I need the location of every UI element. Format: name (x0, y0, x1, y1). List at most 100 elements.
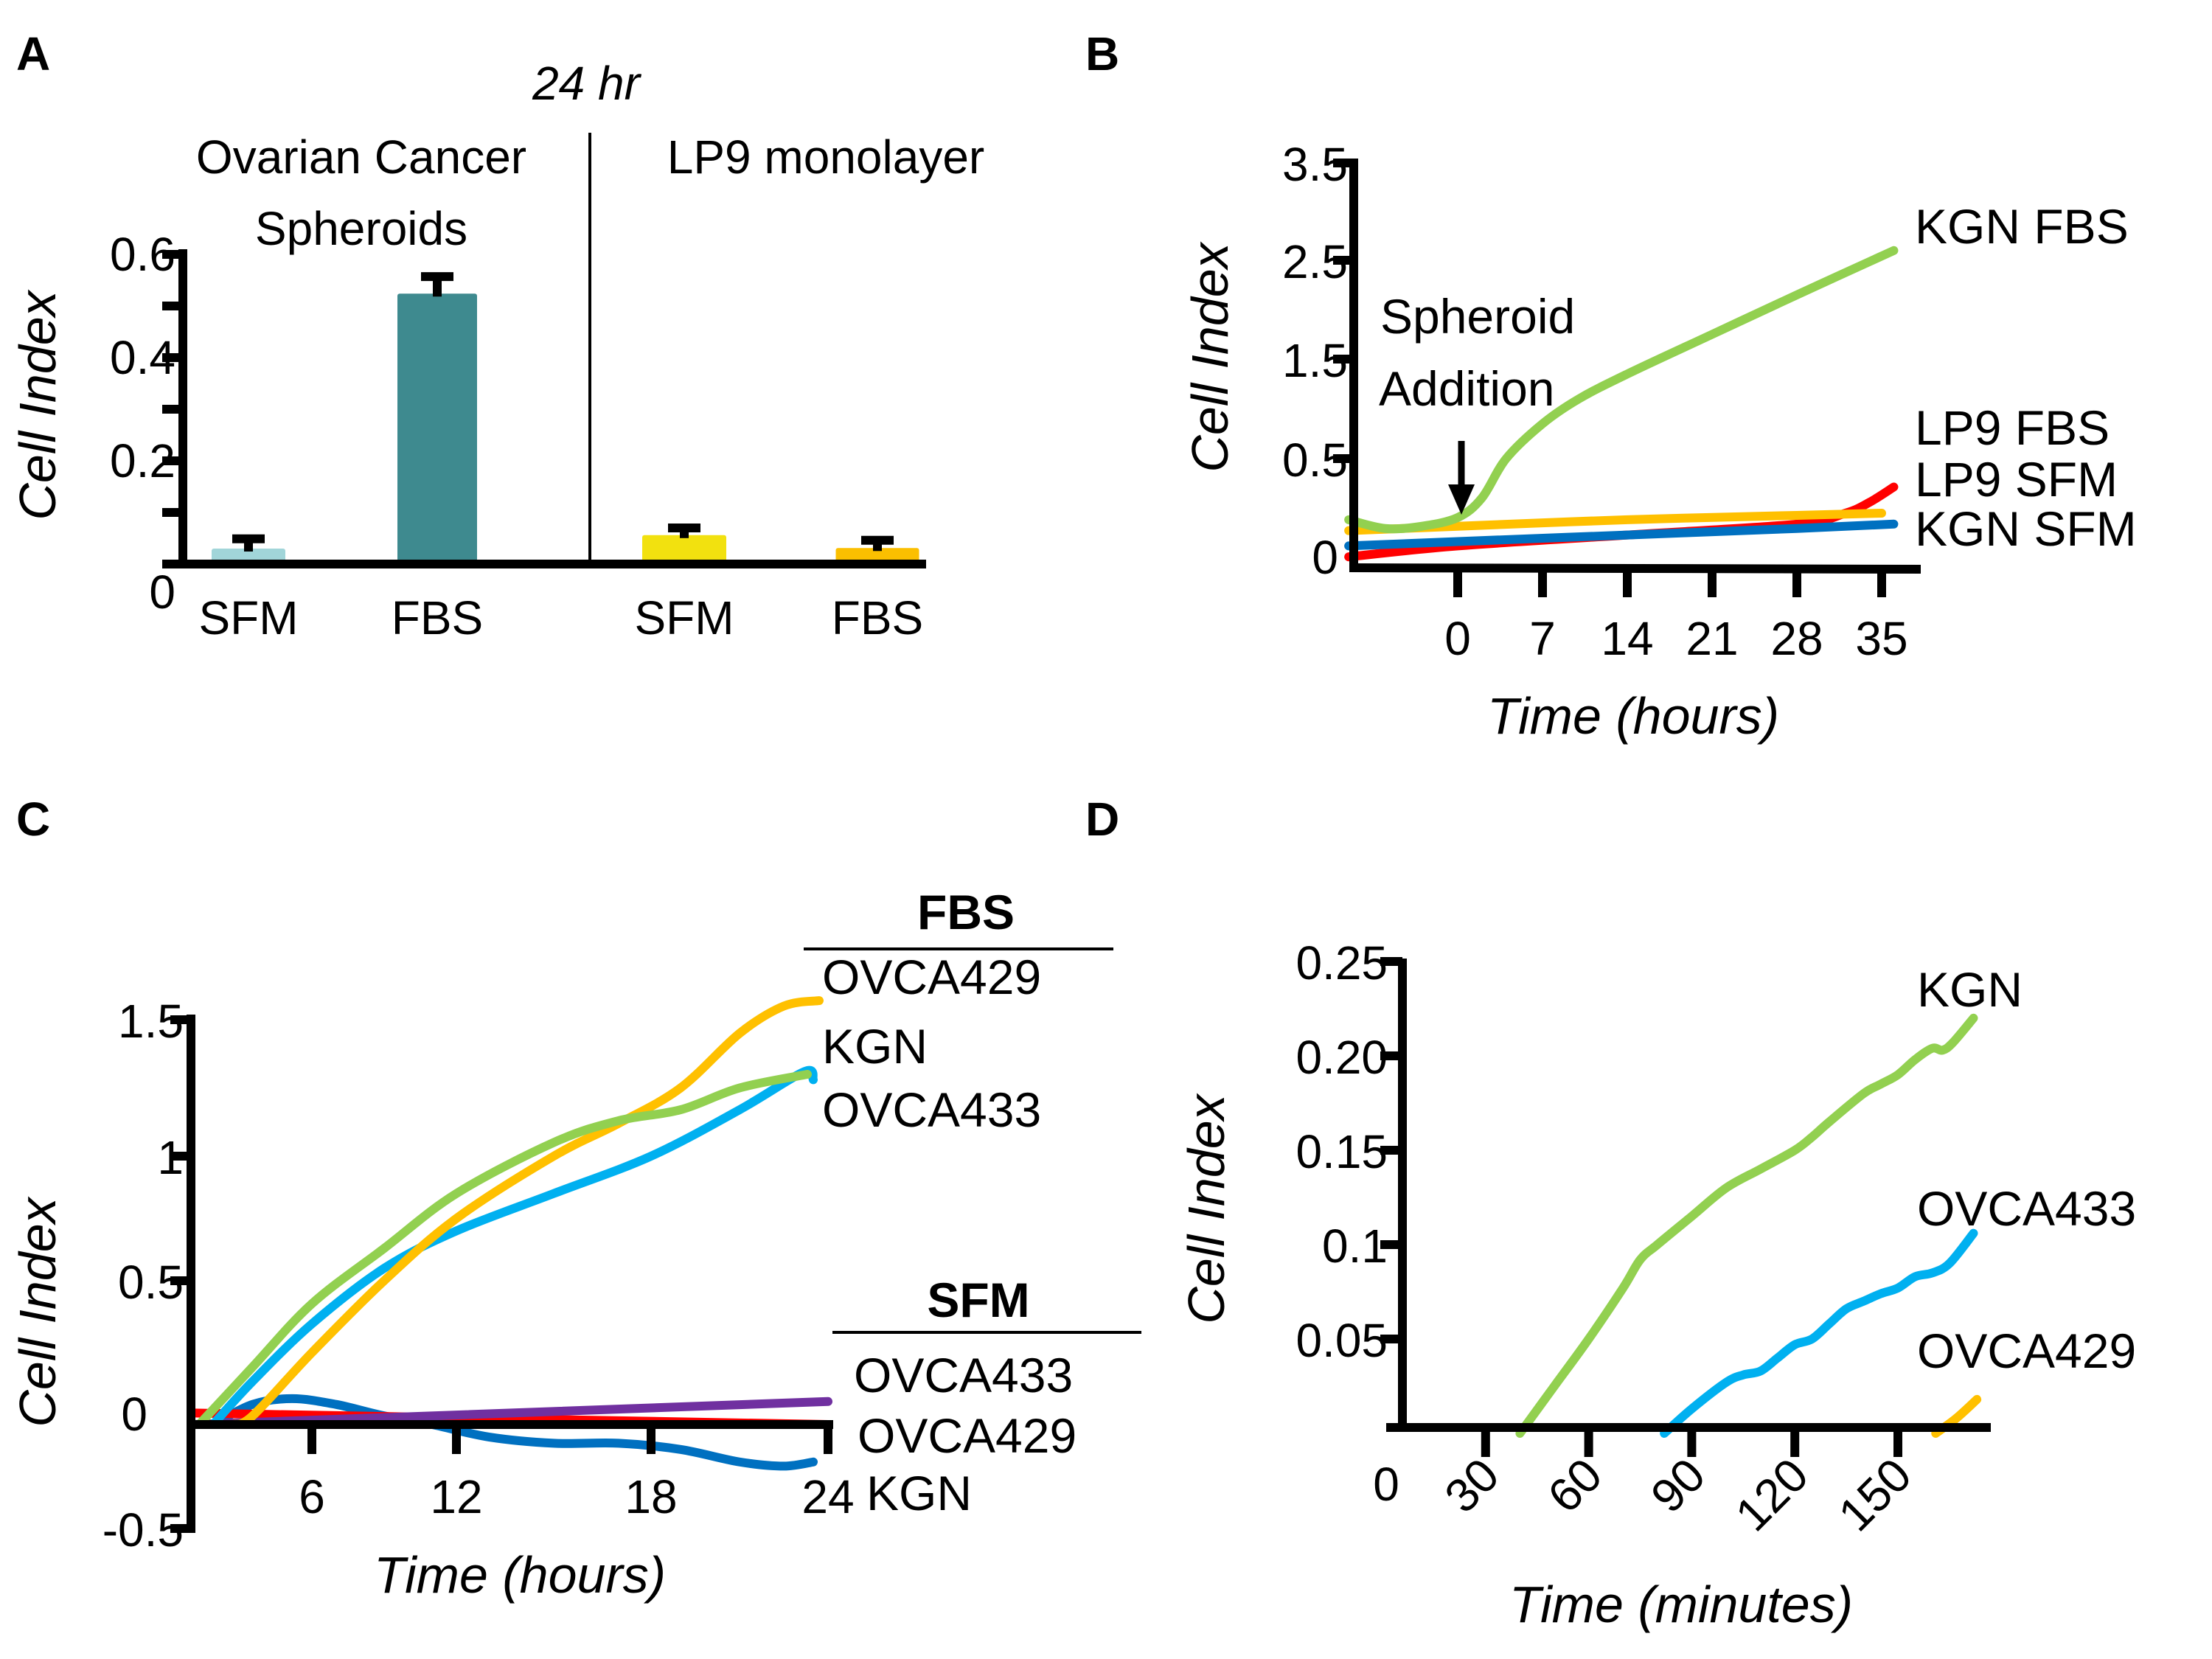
panel-d-x-origin-label: 0 (1373, 1458, 1399, 1511)
y-tick-label: 0.4 (110, 331, 175, 384)
group-label-lp9: LP9 monolayer (667, 131, 984, 184)
panel-b-y-ticks: 0 0.5 1.5 2.5 3.5 (1282, 138, 1354, 584)
panel-a-x-labels: SFM FBS SFM FBS (198, 591, 923, 644)
legend-fbs-ovca433: OVCA433 (822, 1082, 1041, 1137)
x-tick-label: FBS (392, 591, 483, 644)
x-tick-label: 12 (430, 1470, 482, 1523)
legend-fbs-entries: OVCA429 KGN OVCA433 (822, 950, 1041, 1137)
panel-a-bar-chart: A 24 hr Ovarian Cancer Spheroids LP9 mon… (9, 27, 984, 644)
annotation-spheroid: Spheroid (1380, 289, 1575, 344)
panel-d-line-chart: D Cell Index 0.050.10.150.200.25 30 60 90 1… (1085, 793, 2136, 1633)
panel-a-y-ticks: 0 0.2 0.4 0.6 (110, 228, 183, 619)
panel-b-x-ticks: 0 7 14 21 28 35 (1444, 568, 1908, 665)
series-fbs-kgn (195, 1070, 812, 1429)
panel-c-line-chart: C Cell Index -0.5 0 0.5 1 1.5 6 12 18 24 Time (… (9, 793, 1141, 1604)
x-tick-label: 14 (1601, 612, 1653, 665)
x-tick-label: 21 (1686, 612, 1738, 665)
panel-b-series (1344, 246, 1899, 562)
x-tick-label: 6 (299, 1470, 325, 1523)
group-label-spheroids-line2: Spheroids (255, 202, 467, 255)
panel-b-y-axis-title: Cell Index (1181, 240, 1239, 472)
panel-letter-d: D (1085, 793, 1119, 846)
y-tick-label: 0.05 (1295, 1314, 1388, 1367)
y-tick-label: 1 (157, 1131, 184, 1184)
panel-c-legend-fbs: FBS OVCA429 KGN OVCA433 (804, 885, 1113, 1137)
bar-fbs-1 (397, 293, 477, 564)
y-tick-label: 0.6 (110, 228, 175, 281)
y-tick-label: 0.2 (110, 434, 175, 487)
x-tick-label: SFM (634, 591, 734, 644)
panel-c-x-axis-title: Time (hours) (374, 1546, 666, 1604)
panel-d-x-ticks: 30 60 90 120 150 (1434, 1427, 1921, 1541)
panel-a-y-axis-title: Cell Index (9, 288, 66, 520)
down-arrow-icon (1448, 441, 1475, 515)
legend-sfm-ovca429: OVCA429 (858, 1408, 1077, 1463)
x-tick-label: 0 (1444, 612, 1471, 665)
x-tick-label: 7 (1529, 612, 1556, 665)
panel-c-y-axis-title: Cell Index (9, 1195, 66, 1427)
panel-letter-a: A (16, 27, 50, 80)
panel-letter-c: C (16, 793, 50, 846)
panel-d-y-ticks: 0.05 0.1 0.15 0.20 0.25 (1295, 936, 1402, 1367)
legend-fbs-kgn: KGN (822, 1019, 928, 1074)
panel-a-title: 24 hr (532, 57, 642, 110)
y-tick-label: 0 (121, 1388, 147, 1441)
panel-a-bars (212, 272, 919, 564)
series-label-kgn-sfm: KGN SFM (1915, 501, 2137, 556)
y-tick-label: 0.5 (118, 1256, 184, 1309)
series-label-ovca429: OVCA429 (1917, 1324, 2136, 1378)
bar-sfm-2 (642, 535, 726, 564)
y-tick-label: 0 (149, 566, 175, 619)
panel-letter-b: B (1085, 27, 1119, 80)
series-label-kgn-fbs: KGN FBS (1915, 199, 2129, 254)
y-tick-label: -0.5 (102, 1503, 184, 1557)
x-tick-label: 90 (1641, 1448, 1715, 1523)
panel-b-x-axis (1349, 563, 1921, 574)
y-tick-label: 1.5 (118, 995, 184, 1048)
x-tick-label: 150 (1828, 1448, 1921, 1541)
panel-c-y-ticks: -0.5 0 0.5 1 1.5 (102, 995, 191, 1557)
x-tick-label: 24 (801, 1470, 854, 1523)
series-label-kgn: KGN (1917, 962, 2023, 1017)
legend-sfm-kgn: KGN (866, 1466, 972, 1520)
legend-heading-fbs: FBS (917, 885, 1015, 939)
series-fbs-ovca433 (208, 1065, 818, 1429)
series-fbs-ovca429 (228, 996, 824, 1429)
x-tick-label: FBS (832, 591, 923, 644)
y-tick-label: 0.15 (1295, 1125, 1388, 1178)
panel-c-series (189, 996, 832, 1471)
series-kgn-fbs (1344, 246, 1899, 534)
panel-d-y-axis-title: Cell Index (1178, 1092, 1235, 1324)
series-ovca433 (1660, 1228, 1978, 1438)
panel-d-series (1515, 1013, 1982, 1438)
y-tick-label: 2.5 (1282, 235, 1348, 288)
series-sfm-kgn (208, 1394, 818, 1471)
group-label-spheroids-line1: Ovarian Cancer (196, 131, 526, 184)
series-label-lp9-sfm: LP9 SFM (1915, 452, 2118, 507)
panel-c-x-ticks: 6 12 18 24 (299, 1425, 855, 1523)
series-kgn (1515, 1013, 1978, 1438)
y-tick-label: 1.5 (1282, 334, 1348, 387)
legend-heading-sfm: SFM (927, 1273, 1029, 1327)
series-label-lp9-fbs: LP9 FBS (1915, 400, 2110, 455)
panel-b-line-chart: B Cell Index 0 0.5 1.5 2.5 3.5 0 7 14 21 28 35 Sp… (1085, 27, 2137, 745)
x-tick-label: 30 (1434, 1448, 1509, 1523)
y-tick-label: 0.5 (1282, 434, 1348, 487)
legend-sfm-ovca433: OVCA433 (854, 1348, 1073, 1402)
panel-d-x-axis-title: Time (minutes) (1509, 1576, 1853, 1633)
x-tick-label: SFM (198, 591, 298, 644)
y-tick-label: 0 (1312, 531, 1338, 584)
y-tick-label: 0.1 (1322, 1220, 1388, 1273)
y-tick-label: 3.5 (1282, 138, 1348, 191)
series-kgn-sfm (1344, 519, 1899, 551)
x-tick-label: 35 (1855, 612, 1907, 665)
x-tick-label: 60 (1537, 1448, 1612, 1523)
legend-fbs-ovca429: OVCA429 (822, 950, 1041, 1004)
x-tick-label: 120 (1725, 1448, 1818, 1541)
annotation-addition: Addition (1379, 361, 1555, 416)
panel-b-x-axis-title: Time (hours) (1487, 687, 1779, 745)
